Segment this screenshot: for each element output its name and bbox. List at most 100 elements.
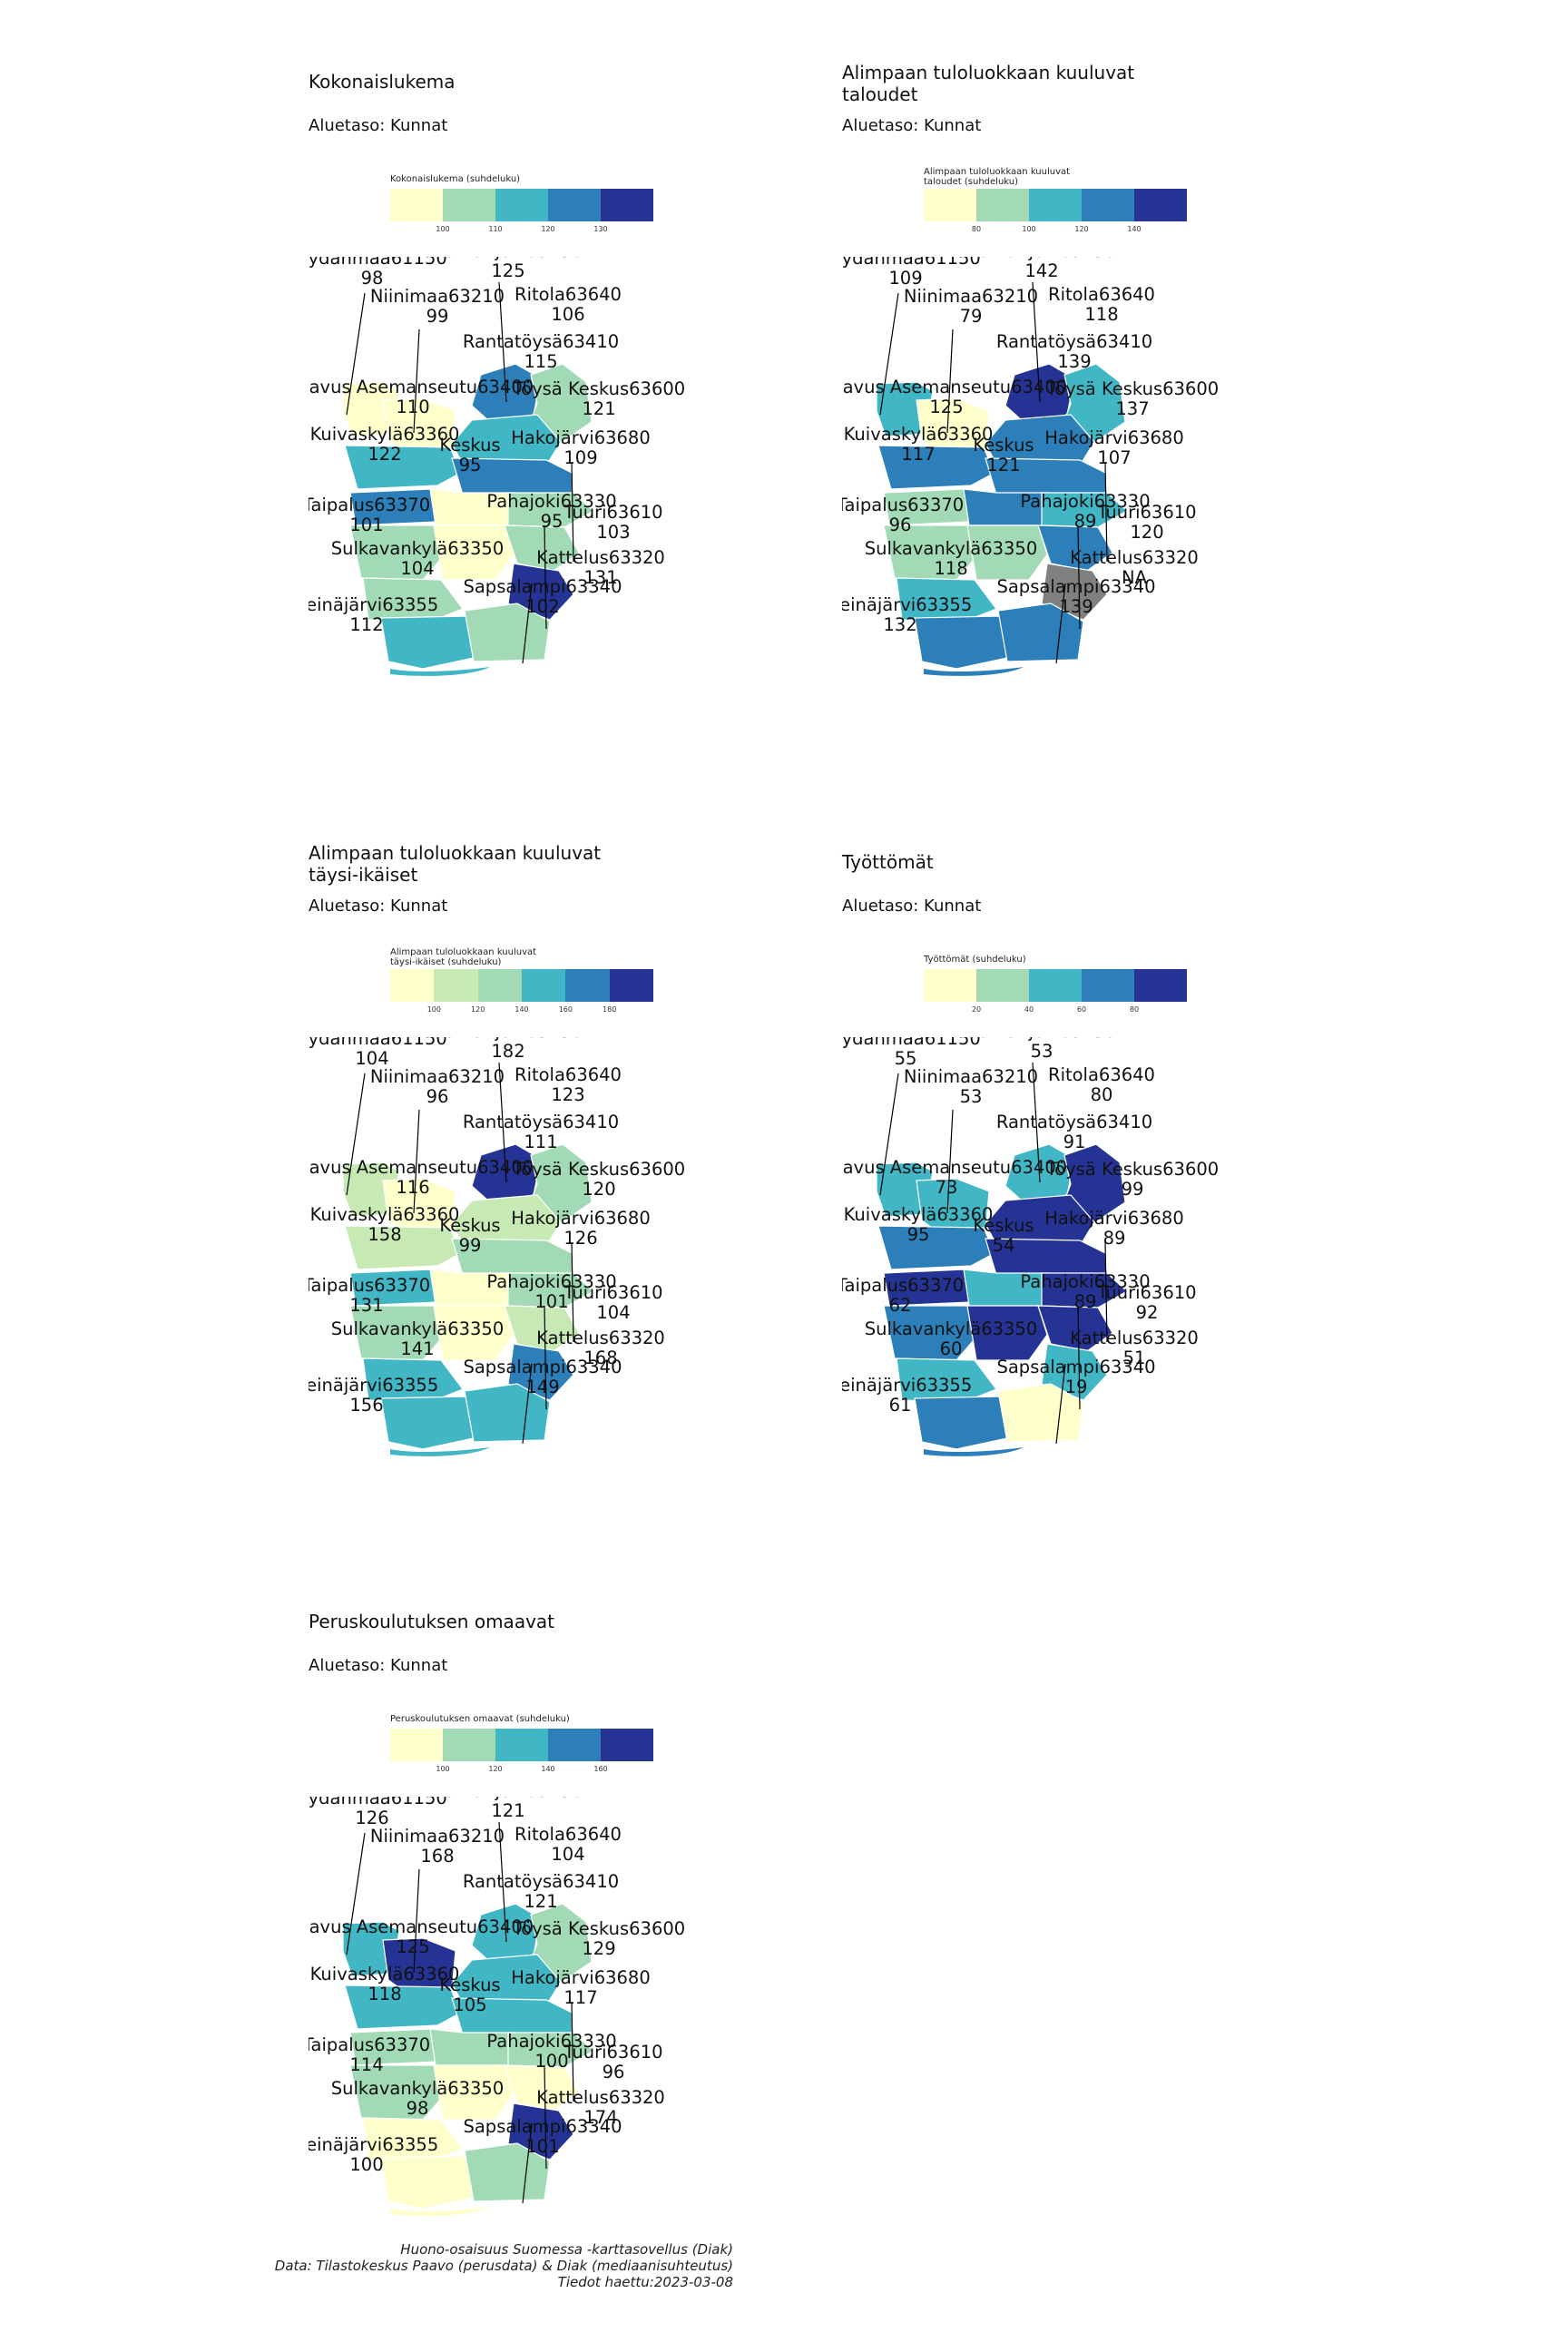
region-label-name: Sapsalampi63340 <box>463 2116 622 2137</box>
footer-line-1: Huono-osaisuus Suomessa -karttasovellus … <box>400 2241 733 2258</box>
legend-tick-label: 140 <box>541 1765 555 1773</box>
legend-swatch-1 <box>390 969 435 1002</box>
region-label-name: Seinäjärvi63355 <box>309 594 438 615</box>
region-alavus[interactable] <box>877 445 995 490</box>
leader-line-niinimaa <box>413 1868 420 1974</box>
legend-swatch-4 <box>548 189 601 221</box>
legend-swatch-2 <box>443 1729 495 1761</box>
region-seinajarvi-strip <box>390 2207 490 2216</box>
region-label-value: 89 <box>1103 1228 1126 1249</box>
region-label-name: Rantatöysä63410 <box>463 1871 619 1892</box>
region-tuuri[interactable] <box>504 1305 580 1352</box>
region-seinajarvi[interactable] <box>380 615 475 670</box>
region-label-value: 103 <box>596 522 630 543</box>
region-seinajarvi[interactable] <box>380 2155 475 2210</box>
legend-swatch-6 <box>609 969 653 1002</box>
map-panel-1: Kokonaislukema Aluetaso: Kunnat Kokonaislu… <box>309 71 817 724</box>
legend-tick-label: 100 <box>436 1765 450 1773</box>
region-label-name: Tuuri63610 <box>563 1282 662 1303</box>
region-pahajoki[interactable] <box>966 1305 1048 1361</box>
panel-subtitle: Aluetaso: Kunnat <box>309 897 448 916</box>
region-alavus[interactable] <box>344 1225 462 1270</box>
region-taipalus[interactable] <box>883 524 979 581</box>
region-sapsalampi[interactable] <box>464 1383 551 1443</box>
region-label-value: 174 <box>583 2107 617 2128</box>
leader-line-sapsalampi <box>522 583 533 664</box>
region-label-value: 121 <box>582 398 615 419</box>
region-label-name: Töysä Keskus63600 <box>512 1918 685 1939</box>
region-taipalus[interactable] <box>349 1305 446 1361</box>
region-kattelus[interactable] <box>507 2102 574 2161</box>
panel-subtitle: Aluetaso: Kunnat <box>309 1656 448 1675</box>
region-label-value: 101 <box>534 1291 568 1312</box>
region-kattelus[interactable] <box>1041 1343 1108 1401</box>
region-label-name: Sapsalampi63340 <box>996 1357 1155 1377</box>
region-sapsalampi[interactable] <box>464 603 551 662</box>
panel-subtitle: Aluetaso: Kunnat <box>309 116 448 135</box>
region-sulkavankyla[interactable] <box>896 1357 997 1403</box>
region-label-value: 122 <box>368 444 401 465</box>
leader-line-niinimaa <box>946 328 954 434</box>
region-label-name: Seinäjärvi63355 <box>309 1375 438 1396</box>
legend-swatch-2 <box>976 969 1029 1002</box>
region-alavus[interactable] <box>877 1225 995 1270</box>
region-label-name: Pahajoki63330 <box>486 491 616 512</box>
region-kattelus[interactable] <box>507 1343 574 1401</box>
region-sulkavankyla[interactable] <box>362 1357 464 1403</box>
region-seinajarvi[interactable] <box>914 1396 1008 1450</box>
legend-swatch-5 <box>601 1729 653 1761</box>
region-seinajarvi-strip <box>924 667 1024 676</box>
region-taipalus[interactable] <box>349 2064 446 2121</box>
region-label-name: Hakojärvi63680 <box>511 427 651 448</box>
region-label-value: 89 <box>1074 511 1097 532</box>
region-tuuri[interactable] <box>504 524 580 572</box>
region-label-name: Sulkavankylä63350 <box>331 538 504 559</box>
region-label-name: Keskus <box>973 1215 1034 1236</box>
region-pahajoki[interactable] <box>433 1305 514 1361</box>
region-label-name: Hakojärvi63680 <box>1044 1208 1184 1229</box>
region-sapsalampi[interactable] <box>997 603 1084 662</box>
region-sulkavankyla[interactable] <box>362 577 464 622</box>
region-pahajoki[interactable] <box>433 2064 514 2121</box>
region-label-name: Kuivaskylä63360 <box>310 1204 460 1225</box>
region-label-name: Kätkänjoki63430 <box>434 1037 582 1042</box>
region-sulkavankyla[interactable] <box>896 577 997 622</box>
region-tuuri[interactable] <box>1037 524 1113 572</box>
region-seinajarvi-strip <box>924 1447 1024 1456</box>
region-alavus[interactable] <box>344 1984 462 2030</box>
region-pahajoki[interactable] <box>966 524 1048 581</box>
region-label-value: 149 <box>525 1377 559 1397</box>
region-seinajarvi[interactable] <box>380 1396 475 1450</box>
region-label-value: 101 <box>349 514 383 535</box>
legend-tick-label: 100 <box>436 225 450 233</box>
region-label-value: 91 <box>1063 1132 1086 1152</box>
region-kattelus[interactable] <box>1041 563 1108 621</box>
region-label-value: 112 <box>349 614 383 635</box>
region-label-name: Sapsalampi63340 <box>996 576 1155 597</box>
region-label-name: Niinimaa63210 <box>904 1066 1038 1087</box>
leader-line-katkanjoki <box>498 1062 507 1183</box>
region-label-value: 126 <box>564 1228 597 1249</box>
region-tuuri[interactable] <box>504 2064 580 2112</box>
region-label-name: Keskus <box>439 435 500 456</box>
region-sapsalampi[interactable] <box>464 2142 551 2202</box>
region-taipalus[interactable] <box>349 524 446 581</box>
region-alavus[interactable] <box>344 445 462 490</box>
region-label-name: Niinimaa63210 <box>370 1826 505 1847</box>
region-sulkavankyla[interactable] <box>362 2117 464 2162</box>
region-label-value: 125 <box>396 1936 429 1957</box>
region-pahajoki[interactable] <box>433 524 514 581</box>
region-tuuri[interactable] <box>1037 1305 1113 1352</box>
region-sapsalampi[interactable] <box>997 1383 1084 1443</box>
legend-tick-label: 160 <box>558 1005 573 1014</box>
region-seinajarvi[interactable] <box>914 615 1008 670</box>
region-label-value: 115 <box>524 351 557 372</box>
leader-line-katkanjoki <box>498 281 507 403</box>
legend-tick-label: 120 <box>488 1765 503 1773</box>
region-kattelus[interactable] <box>507 563 574 621</box>
region-taipalus[interactable] <box>883 1305 979 1361</box>
legend-swatch-3 <box>1029 969 1082 1002</box>
leader-line-hakojarvi <box>571 1241 574 1343</box>
region-label-value: 96 <box>426 1086 449 1107</box>
region-label-value: 120 <box>1130 522 1163 543</box>
